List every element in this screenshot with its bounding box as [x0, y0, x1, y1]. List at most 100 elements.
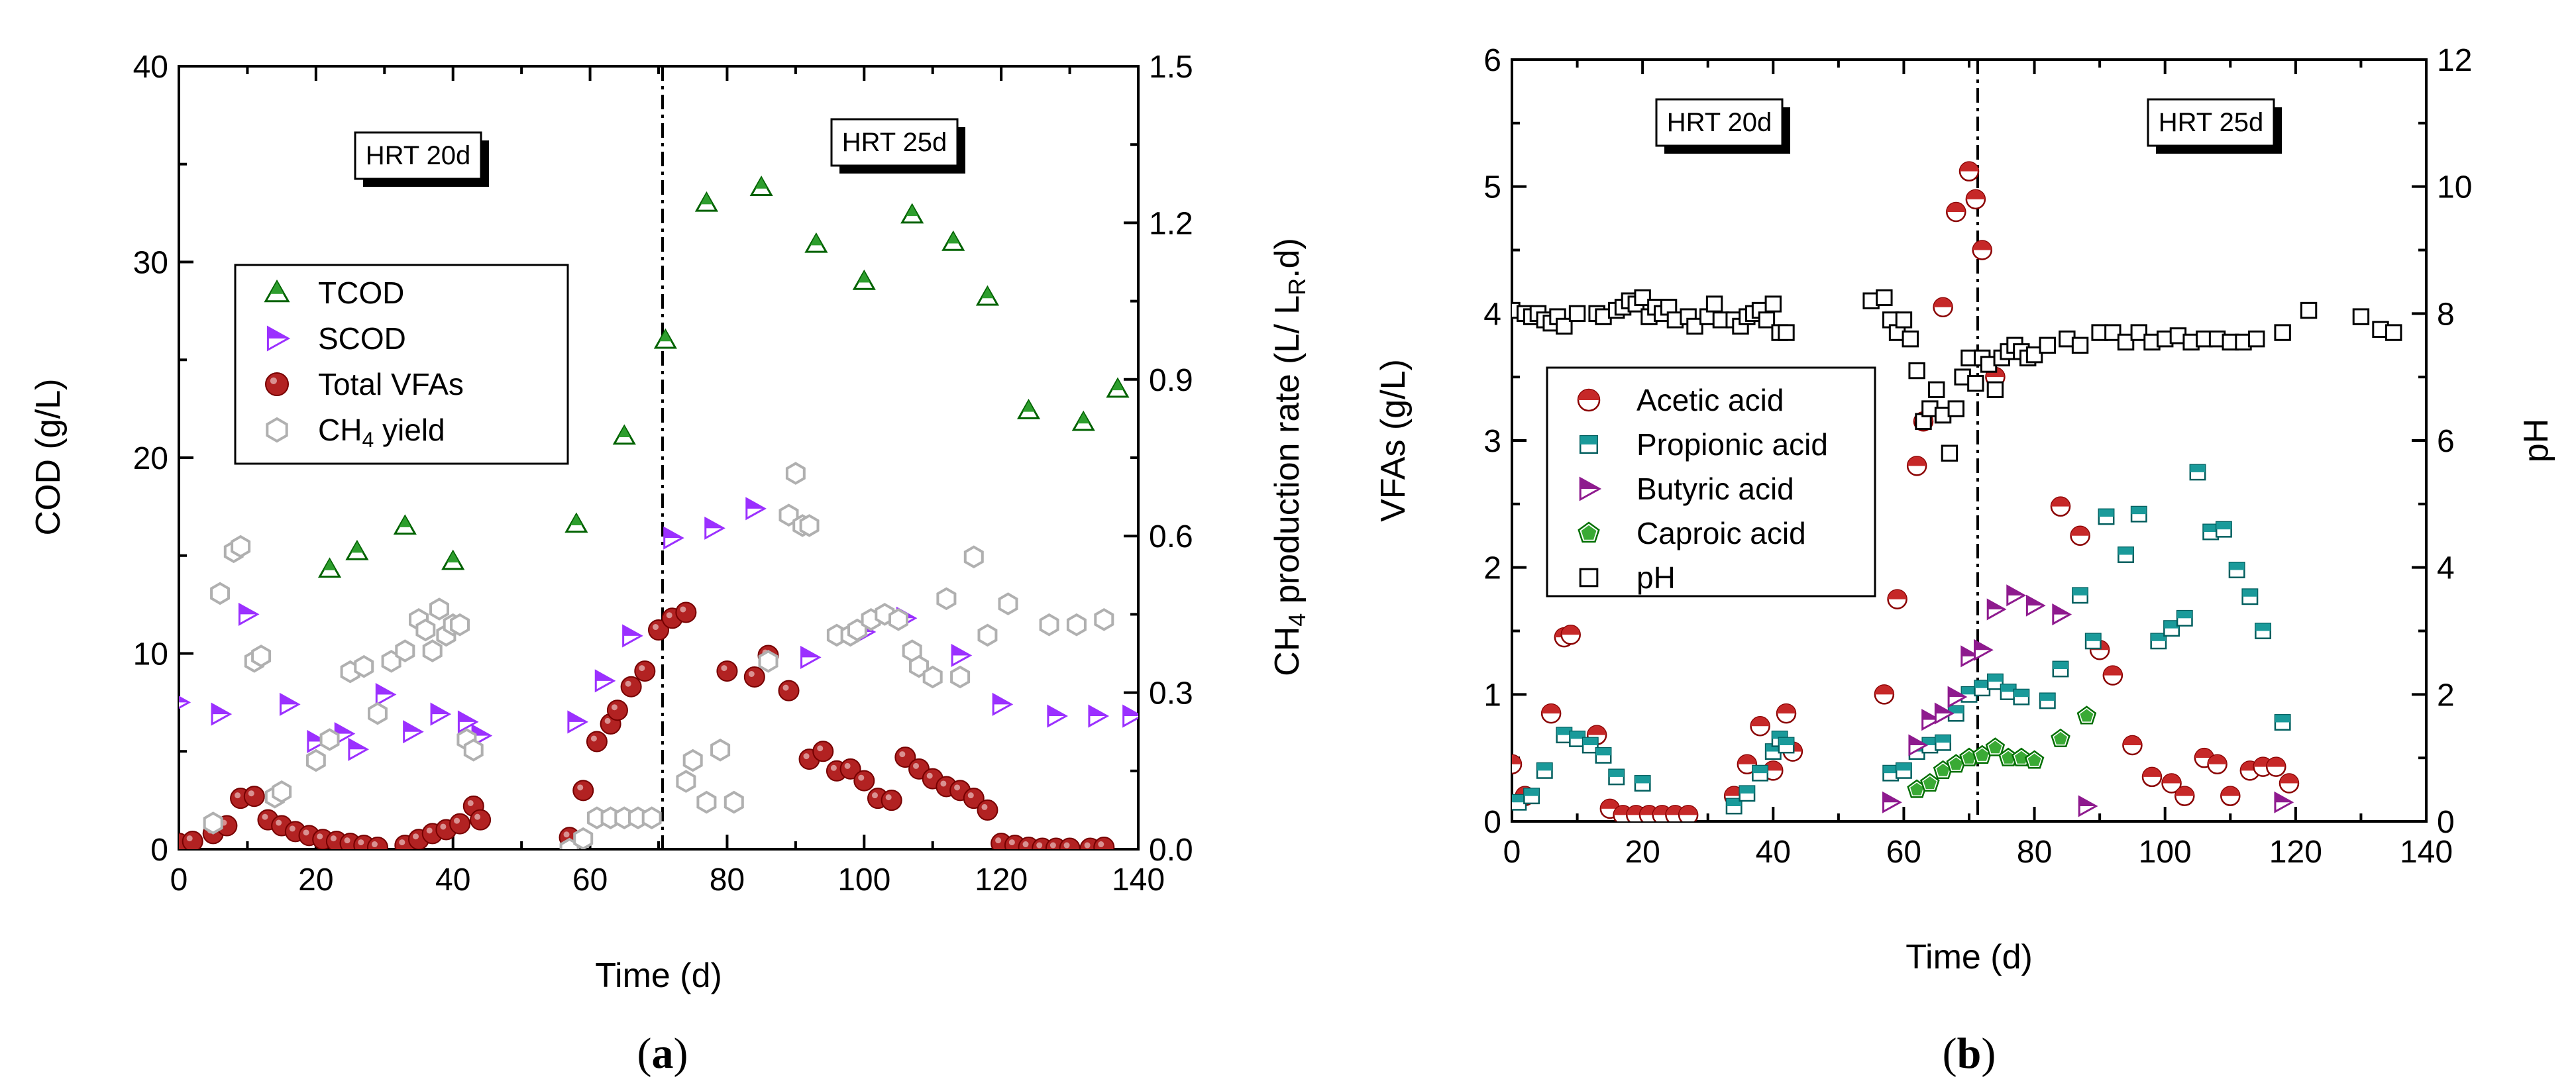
panel-b-y2-tick-label-8: 8: [2437, 297, 2455, 332]
panel-b-point-butyric-acid: [1882, 791, 1902, 813]
panel-a-point-total-vfas: [778, 680, 800, 701]
legend-marker-ph: [1579, 568, 1599, 588]
panel-a-point-total-vfas: [743, 666, 765, 688]
panel-b-point-acetic-acid: [2070, 525, 2090, 546]
panel-a-point-ch4-yield: [977, 623, 998, 647]
panel-b-legend: Acetic acid Propionic acid Butyric acid …: [1546, 366, 1876, 597]
panel-a-point-ch4-yield: [799, 514, 820, 537]
panel-a-x-tick-label-80: 80: [710, 862, 745, 898]
panel-a-point-ch4-yield: [429, 597, 449, 621]
panel-b-y-tick-label-2: 2: [1483, 551, 1501, 586]
panel-a-hrt-25d-label: HRT 25d: [830, 118, 965, 174]
panel-a-point-ch4-yield: [1094, 607, 1114, 631]
panel-b-y-tick-label-0: 0: [1483, 805, 1501, 840]
panel-a-point-ch4-yield: [758, 649, 778, 673]
panel-a-point-ch4-yield: [573, 827, 594, 849]
legend-tcod-label: TCOD: [318, 276, 404, 310]
panel-b-point-caproic-acid: [1998, 747, 2018, 766]
panel-b-point-propionic-acid: [2072, 587, 2089, 604]
panel-a-x-tick-label-40: 40: [435, 862, 470, 898]
panel-a-point-tcod: [749, 176, 773, 196]
panel-b-x-tick-label-140: 140: [2400, 835, 2453, 870]
panel-b-point-caproic-acid: [2076, 705, 2097, 725]
panel-a-point-ch4-yield: [463, 738, 484, 762]
panel-a-point-scod: [1088, 704, 1110, 728]
panel-b-point-propionic-acid: [2176, 609, 2193, 627]
panel-b-point-ph: [1686, 317, 1703, 335]
panel-b-hrt-25d-label: HRT 25d: [2147, 98, 2282, 154]
panel-a-point-ch4-yield: [210, 582, 230, 605]
panel-a-y2-tick-label-0.6: 0.6: [1149, 519, 1193, 554]
panel-b-x-tick-label-40: 40: [1756, 835, 1791, 870]
panel-a-point-ch4-yield: [641, 806, 662, 830]
panel-b-point-ph: [2248, 330, 2265, 348]
panel-a-point-ch4-yield: [1066, 613, 1087, 637]
panel-a-point-total-vfas: [620, 676, 642, 698]
panel-a-point-scod: [745, 497, 767, 521]
panel-b-point-acetic-acid: [2279, 773, 2300, 794]
panel-a-point-tcod: [941, 230, 965, 251]
panel-a-point-total-vfas: [977, 799, 998, 821]
panel-b-point-ph: [1568, 305, 1586, 323]
panel-a-point-ch4-yield: [422, 639, 443, 662]
panel-b-points: [1512, 161, 2402, 821]
panel-a-point-ch4-yield: [368, 701, 388, 725]
panel-a-point-tcod: [1071, 410, 1095, 431]
panel-a-x-tick-label-20: 20: [298, 862, 333, 898]
panel-b-point-butyric-acid: [1974, 639, 1994, 661]
panel-b-point-ph: [1895, 311, 1913, 329]
panel-b-point-propionic-acid: [2274, 714, 2291, 731]
panel-b-x-axis-title: Time (d): [1905, 938, 2033, 976]
panel-b-point-acetic-acid: [1678, 805, 1699, 821]
legend-scod-label: SCOD: [318, 321, 406, 356]
panel-b-point-butyric-acid: [2052, 603, 2072, 626]
panel-a-x-axis-title: Time (d): [595, 957, 722, 995]
panel-a-point-scod: [622, 624, 643, 648]
panel-b-point-propionic-acid: [1882, 764, 1900, 782]
panel-b-point-acetic-acid: [1750, 716, 1770, 737]
panel-b-y-tick-label-6: 6: [1483, 43, 1501, 78]
panel-b-y2-tick-label-12: 12: [2437, 43, 2472, 78]
panel-a-point-total-vfas: [449, 813, 471, 835]
panel-a-y2-axis-title: CH4 production rate (L/ LR.d): [1268, 238, 1311, 676]
panel-a-point-scod: [211, 702, 233, 726]
panel-a-point-tcod: [1016, 399, 1041, 419]
panel-a-point-total-vfas: [812, 741, 834, 762]
panel-a-point-scod: [992, 692, 1014, 716]
panel-b-legend-box: [1546, 366, 1876, 597]
panel-b-point-ph: [2039, 337, 2056, 354]
panel-a-y2-tick-label-0.3: 0.3: [1149, 676, 1193, 711]
panel-a-point-total-vfas: [716, 660, 738, 682]
panel-b-point-propionic-acid: [2241, 588, 2259, 605]
panel-a-y-tick-label-20: 20: [133, 441, 168, 476]
panel-b-point-propionic-acid: [2098, 508, 2115, 525]
panel-b-point-butyric-acid: [2078, 795, 2098, 817]
panel-b-point-butyric-acid: [1934, 702, 1955, 725]
panel-a-point-scod: [403, 720, 424, 744]
panel-a-point-ch4-yield: [998, 592, 1018, 615]
panel-b-point-caproic-acid: [2051, 728, 2070, 747]
panel-b-y2-tick-label-6: 6: [2437, 424, 2455, 459]
panel-b-point-propionic-acid: [2118, 546, 2135, 563]
panel-b-y2-tick-label-4: 4: [2437, 551, 2455, 586]
panel-a-point-ch4-yield: [696, 790, 717, 814]
panel-a-y2-tick-label-0.9: 0.9: [1149, 363, 1193, 398]
panel-b-x-tick-label-0: 0: [1503, 835, 1521, 870]
panel-b-point-ph: [2274, 324, 2291, 341]
panel-a-point-ch4-yield: [354, 654, 374, 678]
panel-b-point-propionic-acid: [1582, 737, 1599, 754]
panel-a-point-ch4-yield: [305, 749, 326, 772]
panel-b-point-ph: [1758, 311, 1776, 329]
panel-b-point-propionic-acid: [1935, 734, 1952, 751]
panel-b-point-ph: [1908, 362, 1925, 380]
panel-a-point-ch4-yield: [231, 535, 251, 558]
panel-b-point-propionic-acid: [2150, 633, 2167, 650]
panel-b-point-ph: [2117, 333, 2135, 351]
panel-a-point-total-vfas: [648, 619, 669, 641]
panel-a-y-tick-label-0: 0: [150, 833, 168, 868]
panel-b-hrt-20d-text: HRT 20d: [1667, 108, 1772, 137]
panel-b-point-propionic-acid: [2084, 633, 2102, 650]
panel-b-point-butyric-acid: [2006, 584, 2027, 607]
legend-total-vfas-label: Total VFAs: [318, 367, 464, 401]
